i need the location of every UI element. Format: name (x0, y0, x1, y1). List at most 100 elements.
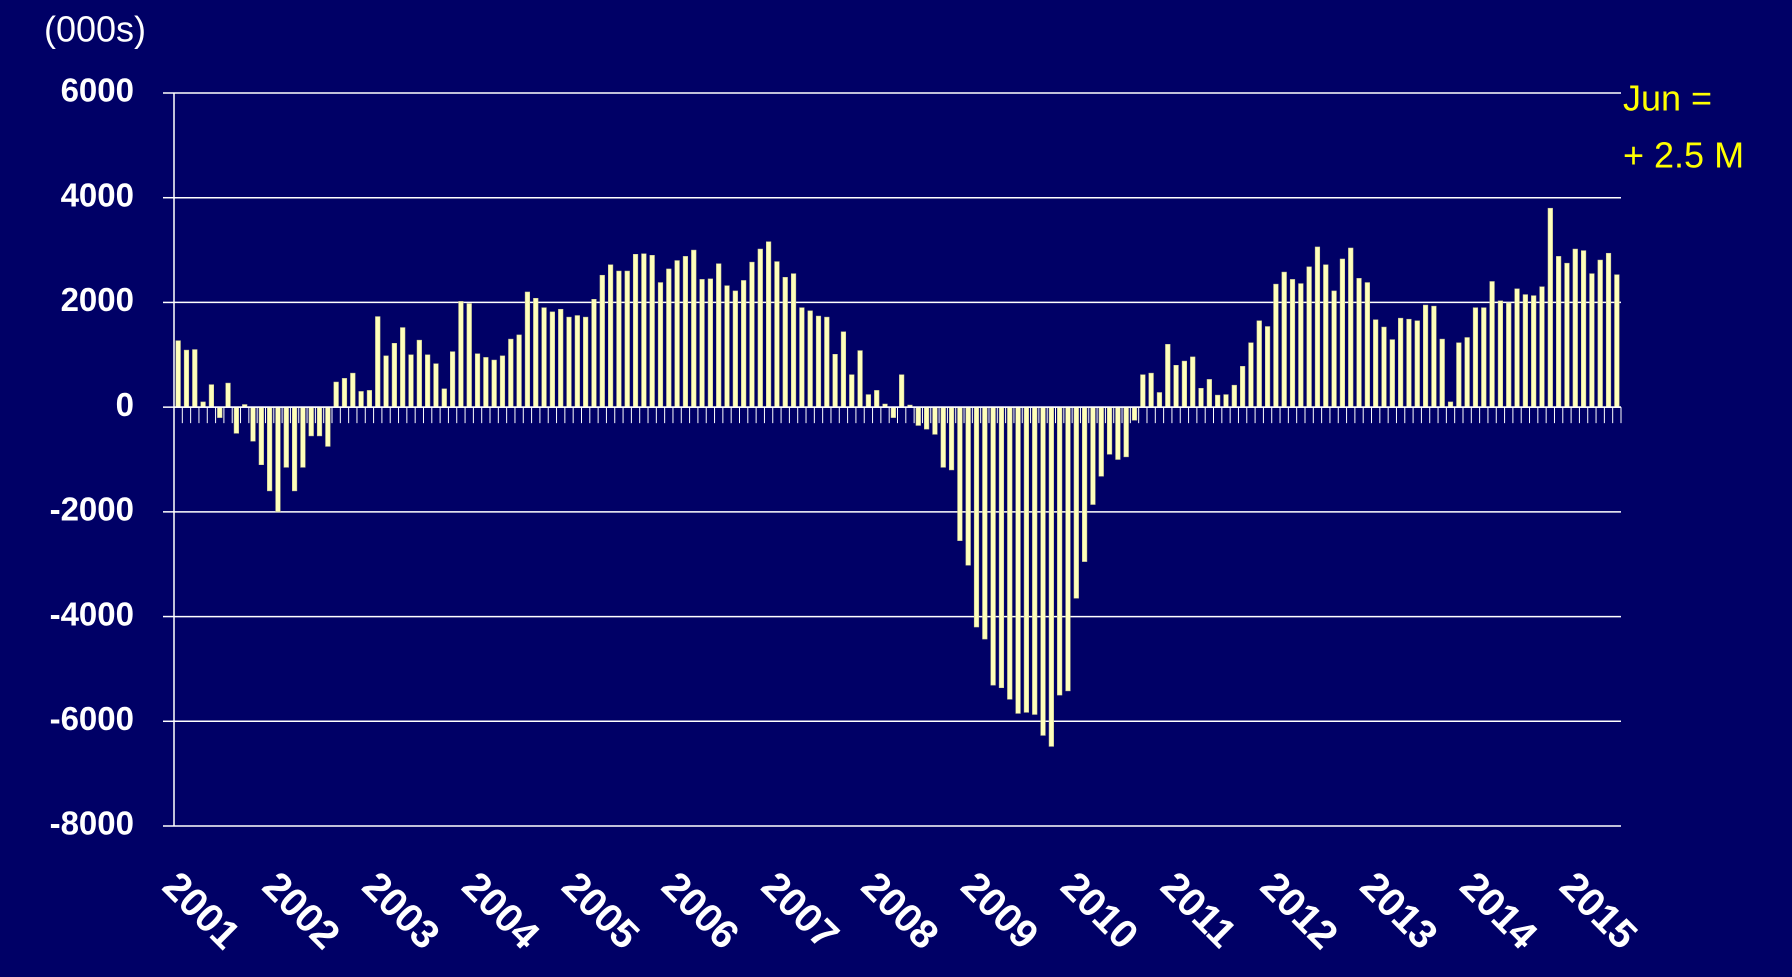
bar (292, 406, 298, 492)
y-tick-label: 6000 (61, 72, 134, 109)
bar (566, 316, 572, 408)
bar (1223, 394, 1229, 408)
bar (815, 315, 822, 408)
bar (865, 394, 871, 408)
bar (1007, 406, 1013, 700)
bar (1090, 406, 1096, 505)
bar (175, 340, 181, 408)
bar (632, 254, 639, 408)
bar (1048, 406, 1054, 747)
bar (940, 406, 946, 468)
bar (1597, 259, 1603, 408)
bar (1489, 281, 1495, 408)
bar (267, 406, 273, 492)
bar (741, 280, 747, 408)
bar (1065, 406, 1071, 692)
bar (924, 406, 930, 430)
bar (1306, 266, 1312, 408)
bar (1339, 258, 1345, 408)
annotation: + 2.5 M (1623, 135, 1744, 176)
bar (1506, 302, 1512, 408)
bar (308, 406, 314, 437)
bar (375, 316, 381, 408)
bar (1414, 320, 1420, 408)
bar (990, 406, 996, 686)
bar (1472, 307, 1479, 408)
bar (1148, 372, 1154, 408)
bar (1364, 282, 1370, 408)
bar (608, 264, 614, 408)
bar (508, 338, 514, 408)
bar (1215, 394, 1221, 408)
bar (666, 268, 672, 408)
bar (899, 374, 905, 408)
bar (965, 406, 971, 566)
bar (1181, 360, 1187, 408)
bar (1481, 307, 1487, 408)
bar (1040, 406, 1046, 736)
bar (857, 350, 863, 408)
bar (1256, 320, 1262, 408)
bar (1165, 344, 1171, 408)
bar (549, 311, 555, 408)
bar (1073, 406, 1079, 599)
bar (416, 339, 422, 408)
annotation: Jun = (1623, 78, 1712, 119)
bar (832, 354, 838, 408)
bar (541, 307, 547, 408)
bar (483, 357, 489, 408)
bar (400, 327, 406, 408)
bar (258, 406, 264, 465)
bar (217, 406, 223, 418)
bar (1140, 374, 1146, 408)
bar (474, 353, 481, 408)
bar (1422, 304, 1429, 408)
bar (441, 388, 447, 408)
bar (1082, 406, 1088, 562)
bar (1547, 207, 1553, 408)
bar (1614, 274, 1620, 408)
bar (1323, 264, 1329, 408)
bar (691, 249, 697, 408)
y-tick-label: -2000 (50, 491, 134, 528)
y-tick-label: 2000 (61, 281, 134, 318)
bar (1123, 406, 1129, 458)
bar (890, 406, 896, 418)
bar (1331, 290, 1337, 408)
bar (1198, 388, 1204, 408)
y-tick-label: -8000 (50, 805, 134, 842)
y-tick-label: 4000 (61, 176, 134, 213)
bar (341, 378, 348, 408)
bar (1556, 256, 1562, 408)
bar (225, 382, 231, 408)
bar (1231, 384, 1237, 408)
bar (1264, 326, 1271, 408)
bar (957, 406, 963, 541)
bar (192, 349, 198, 408)
bar (757, 248, 763, 408)
bar (716, 263, 722, 408)
bar (1531, 295, 1537, 408)
bar (1497, 300, 1503, 408)
bar (1447, 401, 1454, 408)
bar (1539, 286, 1545, 408)
bar (1373, 319, 1379, 408)
bar (316, 406, 323, 437)
bar (948, 406, 955, 471)
bar (425, 354, 431, 408)
bar (1131, 406, 1138, 421)
bar (1289, 279, 1296, 408)
bar (1023, 406, 1029, 713)
bar (450, 351, 456, 408)
bar (358, 391, 364, 408)
bar (391, 343, 397, 408)
bar (616, 270, 622, 408)
unit-label: (000s) (44, 9, 146, 50)
bar (283, 406, 289, 468)
bar (599, 274, 605, 408)
bar (782, 277, 788, 408)
bar (1389, 339, 1395, 408)
bar (1314, 246, 1321, 408)
bar (1356, 278, 1362, 408)
